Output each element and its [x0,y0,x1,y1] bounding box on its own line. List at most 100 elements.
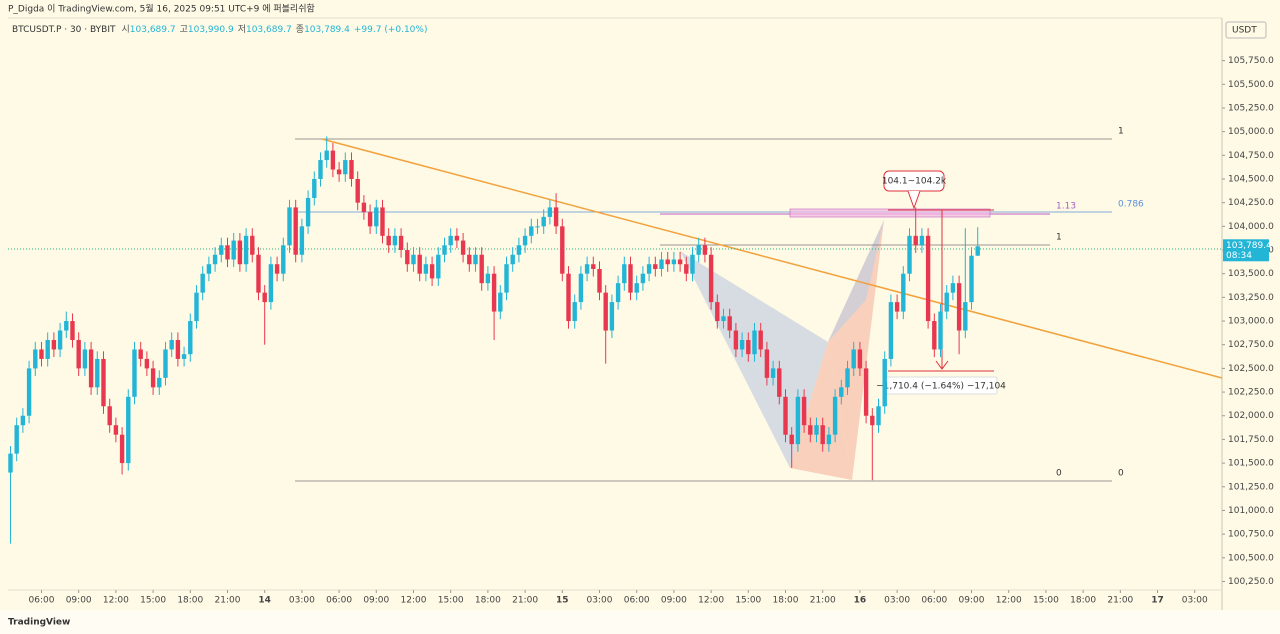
y-tick-label: 103,000.0 [1228,317,1274,327]
candle-body [646,264,652,274]
x-tick-label: 06:00 [921,596,947,606]
candle-body [826,434,832,445]
legend-value: 103,689.7 [246,25,292,35]
candle-body [535,226,540,228]
x-tick-label: 12:00 [103,596,129,606]
candle-body [355,178,360,203]
candle-body [219,245,224,255]
candle-body [287,207,292,246]
candle-body [225,245,230,260]
candle-body [690,254,695,274]
candle-body [312,178,317,198]
candle-body [727,316,732,331]
last-price: 103,789.4 [1226,241,1272,251]
candle-body [398,235,404,251]
candle-body [448,235,453,246]
x-tick-label: 15:00 [140,596,166,606]
candle-body [615,283,621,303]
candle-body [659,259,664,269]
candle-body [194,292,199,322]
candle-body [770,368,776,378]
target-label: 104.1~104.2k [882,177,947,187]
candle-body [609,302,615,331]
candle-body [665,259,670,265]
legend-label: 시 [122,24,130,35]
x-tick-label: 03:00 [587,596,613,606]
candle-body [417,254,422,274]
x-tick-label: 06:00 [29,596,55,606]
last-price-box [1223,239,1269,262]
candle-body [101,358,106,407]
x-tick-label: 15:00 [735,596,761,606]
legend-label: 저 [238,24,246,35]
candle-body [783,396,788,435]
candle-body [386,235,391,246]
candle-body [460,240,466,255]
x-tick-label: 15:00 [1033,596,1059,606]
candle-body [845,368,850,388]
y-tick-label: 101,500.0 [1228,459,1274,469]
measure-arrowhead [935,360,949,370]
x-tick-label: 15:00 [438,596,464,606]
candle-body [839,387,844,397]
candle-body [671,259,677,265]
fib-label: 0 [1118,469,1124,479]
y-tick-label: 101,750.0 [1228,435,1274,445]
candle-body [20,415,26,426]
ext-label: 1.13 [1056,202,1076,212]
candle-body [132,349,137,397]
candle-body [721,316,726,322]
x-tick-label: 15 [556,596,569,606]
y-tick-label: 105,500.0 [1228,80,1274,90]
candle-body [851,349,856,369]
x-tick-label: 12:00 [698,596,724,606]
x-tick-label: 06:00 [624,596,650,606]
candle-body [504,264,509,293]
currency-box [1225,21,1267,39]
candle-body [870,415,875,426]
candle-body [479,254,484,284]
y-tick-label: 102,000.0 [1228,411,1274,421]
candle-body [330,150,336,170]
candle-body [863,368,869,416]
candle-body [175,339,181,359]
x-tick-label: 18:00 [1070,596,1096,606]
candle-body [777,368,782,397]
candle-body [429,264,435,279]
legend-value: 103,689.7 [130,25,176,35]
candle-body [473,254,478,265]
candle-body [566,273,571,322]
y-tick-label: 101,000.0 [1228,506,1274,516]
x-tick-label: 16 [854,596,867,606]
candle-body [318,160,323,179]
candle-body [76,339,81,369]
candle-body [169,339,174,350]
candle-body [343,160,348,175]
fib-label: 0 [1056,469,1062,479]
candle-body [405,250,410,265]
symbol: BTCUSDT.P · 30 · BYBIT [12,25,116,35]
candle-body [932,321,937,350]
candle-body [752,330,757,355]
candle-body [181,354,187,359]
change: +99.7 (+0.10%) [354,25,428,35]
y-tick-label: 100,750.0 [1228,530,1274,540]
candle-body [163,349,168,378]
x-tick-label: 18:00 [773,596,799,606]
y-tick-label: 102,750.0 [1228,340,1274,350]
candle-body [584,264,590,274]
candle-body [857,349,863,369]
ext-label: 1 [1056,233,1062,243]
x-tick-label: 12:00 [401,596,427,606]
candle-body [876,406,881,426]
candle-body [814,425,819,435]
candle-body [324,150,329,161]
candle-body [88,349,94,388]
candles [8,136,980,544]
legend-label: 고 [180,25,188,35]
candle-body [39,349,44,359]
candle-body [256,254,261,293]
y-tick-label: 105,250.0 [1228,103,1274,113]
candle-body [677,259,683,265]
candle-body [510,254,515,265]
